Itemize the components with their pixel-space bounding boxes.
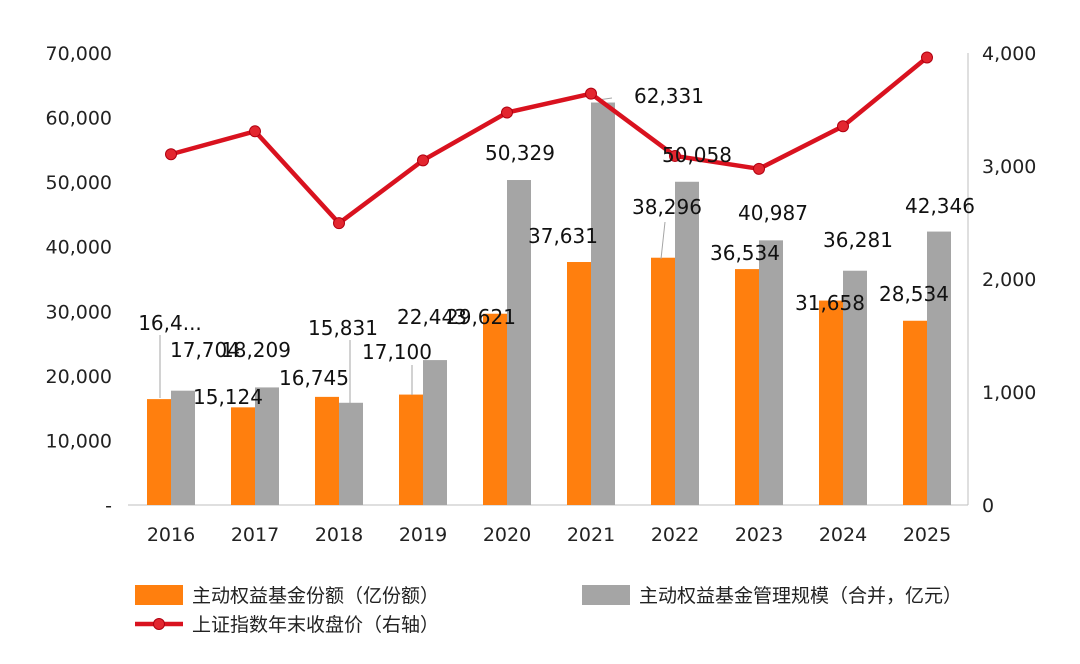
left-axis-tick-label: 70,000 xyxy=(46,43,112,65)
bar-scale-2025 xyxy=(927,231,951,505)
x-axis-tick-label: 2016 xyxy=(147,524,195,546)
bar-share-2016 xyxy=(147,399,171,505)
bar-scale-2016 xyxy=(171,390,195,505)
data-label-share: 28,534 xyxy=(879,282,949,306)
right-axis-tick-label: 1,000 xyxy=(982,382,1036,404)
left-axis-tick-label: 50,000 xyxy=(46,172,112,194)
bar-scale-2023 xyxy=(759,240,783,506)
data-label-share: 29,621 xyxy=(446,305,516,329)
right-axis-tick-label: 2,000 xyxy=(982,269,1036,291)
data-label-share: 15,124 xyxy=(193,385,263,409)
legend-label-index: 上证指数年末收盘价（右轴） xyxy=(192,614,439,636)
x-axis-tick-label: 2022 xyxy=(651,524,699,546)
bar-scale-2022 xyxy=(675,181,699,505)
bar-share-2022 xyxy=(651,257,675,505)
left-axis-tick-label: 60,000 xyxy=(46,108,112,130)
data-label-share: 16,745 xyxy=(279,366,349,390)
index-line xyxy=(170,55,929,226)
index-point-2022 xyxy=(669,149,681,162)
data-label-scale: 36,281 xyxy=(823,228,893,252)
index-point-2019 xyxy=(417,154,429,167)
left-axis-tick-label: 30,000 xyxy=(46,301,112,323)
data-label-share: 37,631 xyxy=(528,224,598,248)
bar-scale-2017 xyxy=(255,387,279,505)
data-label-scale: 62,331 xyxy=(634,84,704,108)
x-axis-tick-label: 2019 xyxy=(399,524,447,546)
bar-scale-2024 xyxy=(843,270,867,505)
index-point-2016 xyxy=(165,148,177,161)
data-label-scale: 22,443 xyxy=(397,305,467,329)
data-label-scale: 15,831 xyxy=(308,316,378,340)
index-point-2020 xyxy=(501,106,513,119)
data-label-share: 16,4... xyxy=(138,311,202,335)
bar-share-2025 xyxy=(903,320,927,505)
x-axis-tick-label: 2025 xyxy=(903,524,951,546)
data-label-scale: 50,058 xyxy=(662,143,732,167)
data-label-share: 31,658 xyxy=(795,291,865,315)
x-axis-tick-label: 2023 xyxy=(735,524,783,546)
bar-share-2020 xyxy=(483,313,507,505)
legend-label-share: 主动权益基金份额（亿份额） xyxy=(192,585,439,607)
left-axis-tick-label: 20,000 xyxy=(46,366,112,388)
x-axis-tick-label: 2024 xyxy=(819,524,867,546)
bar-scale-2021 xyxy=(591,102,615,505)
right-axis-tick-label: 0 xyxy=(982,495,994,517)
index-point-2021 xyxy=(585,87,597,100)
data-label-share: 38,296 xyxy=(632,195,702,219)
index-point-2017 xyxy=(249,125,261,138)
legend-label-scale: 主动权益基金管理规模（合并，亿元） xyxy=(639,585,962,607)
bar-share-2021 xyxy=(567,262,591,505)
data-label-share: 17,100 xyxy=(362,340,432,364)
x-axis-tick-label: 2018 xyxy=(315,524,363,546)
bar-share-2024 xyxy=(819,300,843,505)
x-axis-tick-label: 2020 xyxy=(483,524,531,546)
legend-swatch-index-point xyxy=(153,618,165,630)
x-axis-tick-label: 2021 xyxy=(567,524,615,546)
right-axis-tick-label: 3,000 xyxy=(982,156,1036,178)
x-axis-tick-label: 2017 xyxy=(231,524,279,546)
bar-share-2023 xyxy=(735,269,759,505)
bar-share-2017 xyxy=(231,407,255,505)
index-point-2018 xyxy=(333,217,345,230)
data-label-scale: 42,346 xyxy=(905,194,975,218)
bar-share-2019 xyxy=(399,394,423,505)
bar-scale-2019 xyxy=(423,360,447,505)
left-axis-tick-label: 40,000 xyxy=(46,237,112,259)
data-label-share: 36,534 xyxy=(710,241,780,265)
data-label-scale: 50,329 xyxy=(485,141,555,165)
data-label-scale: 40,987 xyxy=(738,201,808,225)
bar-scale-2020 xyxy=(507,180,531,505)
data-label-scale: 17,704 xyxy=(170,338,240,362)
index-point-2024 xyxy=(837,120,849,133)
bar-share-2018 xyxy=(315,396,339,505)
legend-swatch-scale xyxy=(582,585,630,605)
index-point-2023 xyxy=(753,162,765,175)
bar-scale-2018 xyxy=(339,402,363,505)
data-label-scale: 18,209 xyxy=(221,338,291,362)
index-point-2025 xyxy=(921,51,933,64)
leader-line xyxy=(660,221,666,260)
legend-swatch-share xyxy=(135,585,183,605)
left-axis-tick-label: - xyxy=(105,495,112,517)
right-axis-tick-label: 4,000 xyxy=(982,43,1036,65)
left-axis-tick-label: 10,000 xyxy=(46,430,112,452)
